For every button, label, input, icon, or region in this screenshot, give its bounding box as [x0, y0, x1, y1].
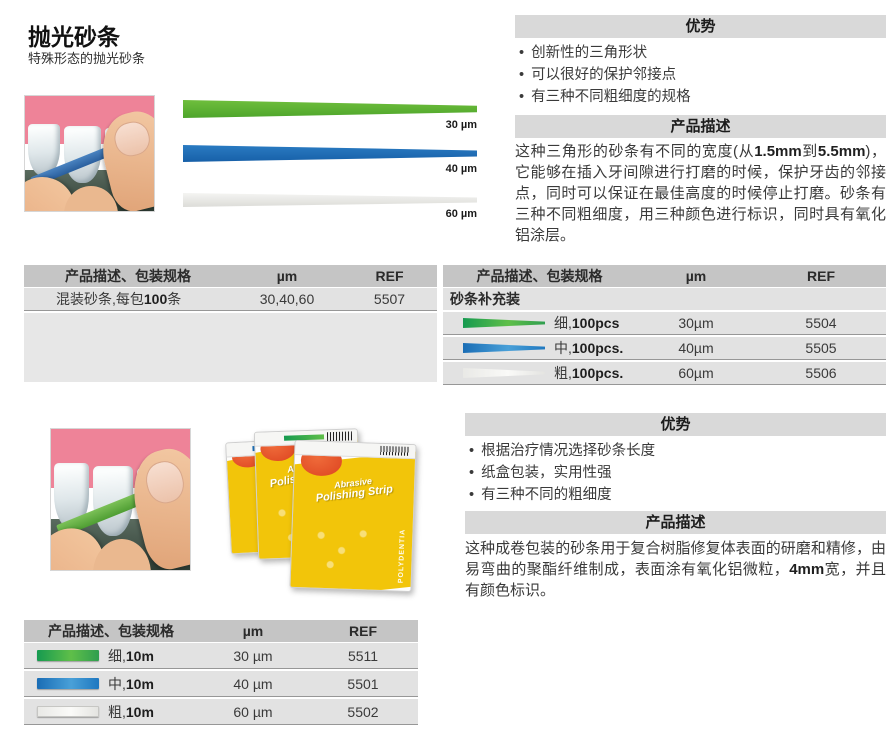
cell-ref: 5501 — [347, 675, 379, 692]
col-header-desc: 产品描述、包装规格 — [476, 268, 603, 284]
cell-um: 40 µm — [233, 675, 273, 692]
table-row: 细,10m 30 µm 5511 — [24, 643, 418, 669]
tooth-illustration-blue-strip — [24, 95, 155, 212]
table-group-row: 砂条补充装 — [443, 288, 886, 310]
table-header-row: 产品描述、包装规格 µm REF — [443, 265, 886, 287]
table-filler — [24, 313, 437, 382]
advantages-bottom-header: 优势 — [465, 413, 886, 436]
cell-um: 60 µm — [233, 703, 273, 720]
bullet-item: 有三种不同的粗细度 — [469, 484, 886, 506]
col-header-ref: REF — [375, 268, 404, 284]
cell-desc: 混装砂条,每包100条 — [56, 291, 182, 307]
table-row: 粗,10m 60 µm 5502 — [24, 699, 418, 725]
advantages-top-list: 创新性的三角形状 可以很好的保护邻接点 有三种不同粗细度的规格 — [519, 42, 886, 108]
white-strip-icon — [37, 706, 99, 717]
col-header-ref: REF — [807, 268, 835, 284]
page-title: 抛光砂条 — [28, 24, 120, 50]
cell-desc: 细,100pcs — [443, 313, 636, 333]
col-header-ref: REF — [349, 623, 377, 639]
cell-um: 40µm — [678, 340, 714, 356]
hex-pattern — [302, 517, 389, 579]
blue-strip-icon — [463, 343, 545, 353]
table-roll-strips: 产品描述、包装规格 µm REF 细,10m 30 µm 5511 中,10m … — [24, 620, 418, 727]
cell-desc: 细,10m — [24, 646, 198, 666]
table-row: 细,100pcs 30µm 5504 — [443, 312, 886, 335]
description-top-text: 这种三角形的砂条有不同的宽度(从1.5mm到5.5mm)，它能够在插入牙间隙进行… — [515, 143, 886, 244]
cell-um: 30 µm — [233, 647, 273, 664]
fingernail-shape — [110, 118, 153, 161]
barcode-icon — [327, 430, 353, 441]
product-box: Abrasive Polishing Strip POLYDENTIA — [289, 439, 417, 593]
cell-desc: 中,10m — [24, 674, 198, 694]
cell-ref: 5506 — [805, 365, 837, 381]
green-strip-icon — [463, 318, 545, 328]
cell-ref: 5504 — [805, 315, 837, 331]
bullet-item: 有三种不同粗细度的规格 — [519, 86, 886, 108]
col-header-um: µm — [276, 268, 298, 284]
bullet-item: 可以很好的保护邻接点 — [519, 64, 886, 86]
strip-size-label: 40 µm — [445, 163, 477, 175]
table-mixed-strips: 产品描述、包装规格 µm REF 混装砂条,每包100条 30,40,60 55… — [24, 265, 437, 382]
cell-um: 30,40,60 — [259, 291, 315, 307]
table-row: 粗,100pcs. 60µm 5506 — [443, 362, 886, 385]
green-strip-icon — [37, 650, 99, 661]
cell-um: 30µm — [678, 315, 714, 331]
col-header-desc: 产品描述、包装规格 — [48, 623, 174, 639]
cell-desc: 粗,10m — [24, 702, 198, 722]
advantages-top-header: 优势 — [515, 15, 886, 38]
bullet-item: 创新性的三角形状 — [519, 42, 886, 64]
blue-strip-icon — [37, 678, 99, 689]
table-row: 中,10m 40 µm 5501 — [24, 671, 418, 697]
table-header-row: 产品描述、包装规格 µm REF — [24, 620, 418, 642]
cell-desc: 粗,100pcs. — [443, 363, 636, 383]
blue-strip-figure — [183, 145, 477, 162]
cell-um: 60µm — [678, 365, 714, 381]
strip-size-label: 30 µm — [445, 119, 477, 131]
strip-size-label: 60 µm — [445, 208, 477, 220]
table-row: 中,100pcs. 40µm 5505 — [443, 337, 886, 360]
description-bottom-text: 这种成卷包装的砂条用于复合树脂修复体表面的研磨和精修，由易弯曲的聚酯纤维制成，表… — [465, 540, 886, 599]
fingernail-shape — [141, 456, 189, 508]
barcode-icon — [380, 445, 410, 456]
description-top-header: 产品描述 — [515, 115, 886, 138]
table-refill-strips: 产品描述、包装规格 µm REF 砂条补充装 细,100pcs 30µm 550… — [443, 265, 886, 387]
bullet-item: 纸盒包装，实用性强 — [469, 462, 886, 484]
tooth-illustration-green-strip — [50, 428, 191, 571]
table-header-row: 产品描述、包装规格 µm REF — [24, 265, 437, 287]
cell-desc: 中,100pcs. — [443, 338, 636, 358]
col-header-um: µm — [685, 268, 707, 284]
advantages-bottom-list: 根据治疗情况选择砂条长度 纸盒包装，实用性强 有三种不同的粗细度 — [469, 440, 886, 506]
description-bottom-header: 产品描述 — [465, 511, 886, 534]
cell-ref: 5511 — [347, 647, 379, 664]
product-boxes-photo: Abrasive Polishing Strip Abrasive Polish… — [225, 416, 434, 596]
cell-ref: 5505 — [805, 340, 837, 356]
col-header-um: µm — [242, 623, 264, 639]
cell-ref: 5507 — [373, 291, 406, 307]
green-strip-figure — [183, 100, 477, 118]
bullet-item: 根据治疗情况选择砂条长度 — [469, 440, 886, 462]
cell-ref: 5502 — [347, 703, 379, 720]
white-strip-icon — [463, 368, 545, 378]
white-strip-figure — [183, 193, 477, 207]
page-subtitle: 特殊形态的抛光砂条 — [28, 51, 146, 66]
col-header-desc: 产品描述、包装规格 — [65, 268, 191, 284]
table-row: 混装砂条,每包100条 30,40,60 5507 — [24, 288, 437, 311]
